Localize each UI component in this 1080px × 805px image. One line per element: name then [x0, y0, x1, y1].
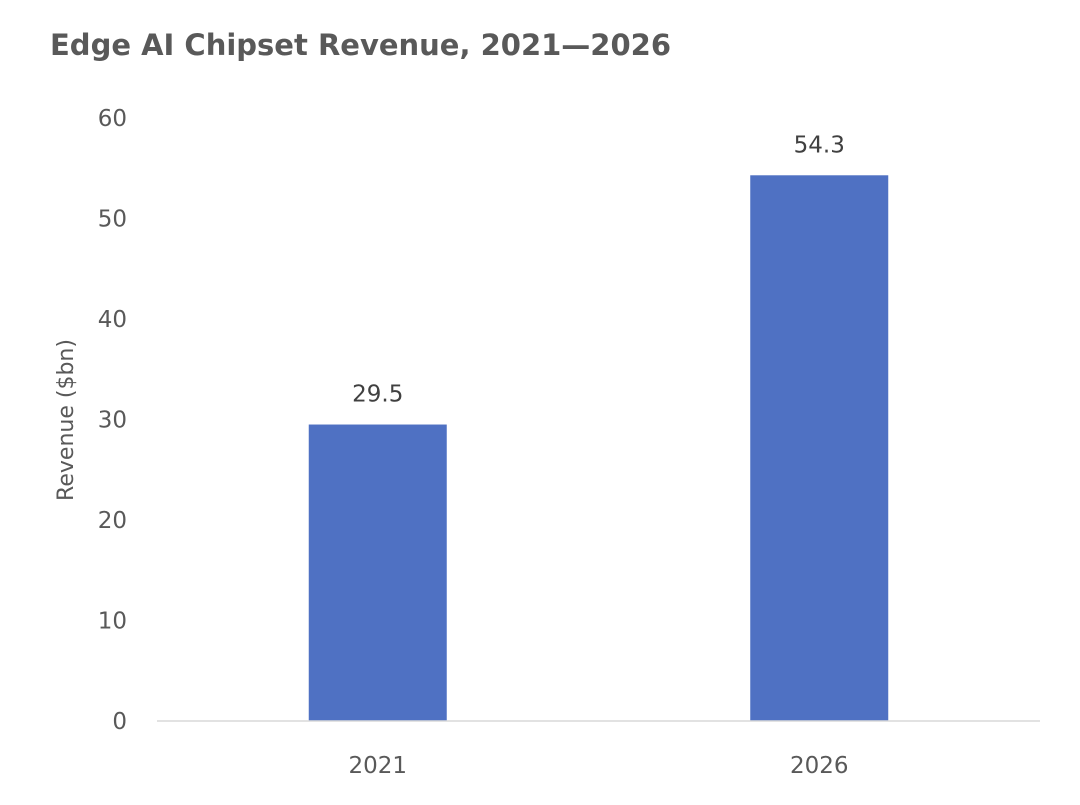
bars — [308, 175, 889, 721]
x-axis-ticks: 2021 2026 — [348, 753, 848, 779]
y-tick-label: 50 — [98, 207, 127, 233]
x-tick-label-2026: 2026 — [790, 753, 849, 779]
bar-2026 — [750, 175, 889, 721]
data-label-2026: 54.3 — [794, 132, 845, 158]
x-tick-label-2021: 2021 — [348, 753, 407, 779]
chart-title: Edge AI Chipset Revenue, 2021—2026 — [50, 28, 672, 62]
data-labels: 29.5 54.3 — [352, 132, 845, 407]
y-tick-label: 20 — [98, 508, 127, 534]
y-tick-label: 40 — [98, 307, 127, 333]
y-axis-ticks: 0 10 20 30 40 50 60 — [98, 106, 127, 735]
y-axis-title: Revenue ($bn) — [54, 339, 79, 501]
y-tick-label: 0 — [112, 709, 127, 735]
y-tick-label: 10 — [98, 609, 127, 635]
data-label-2021: 29.5 — [352, 382, 403, 408]
y-tick-label: 60 — [98, 106, 127, 132]
bar-2021 — [308, 424, 447, 721]
y-tick-label: 30 — [98, 408, 127, 434]
